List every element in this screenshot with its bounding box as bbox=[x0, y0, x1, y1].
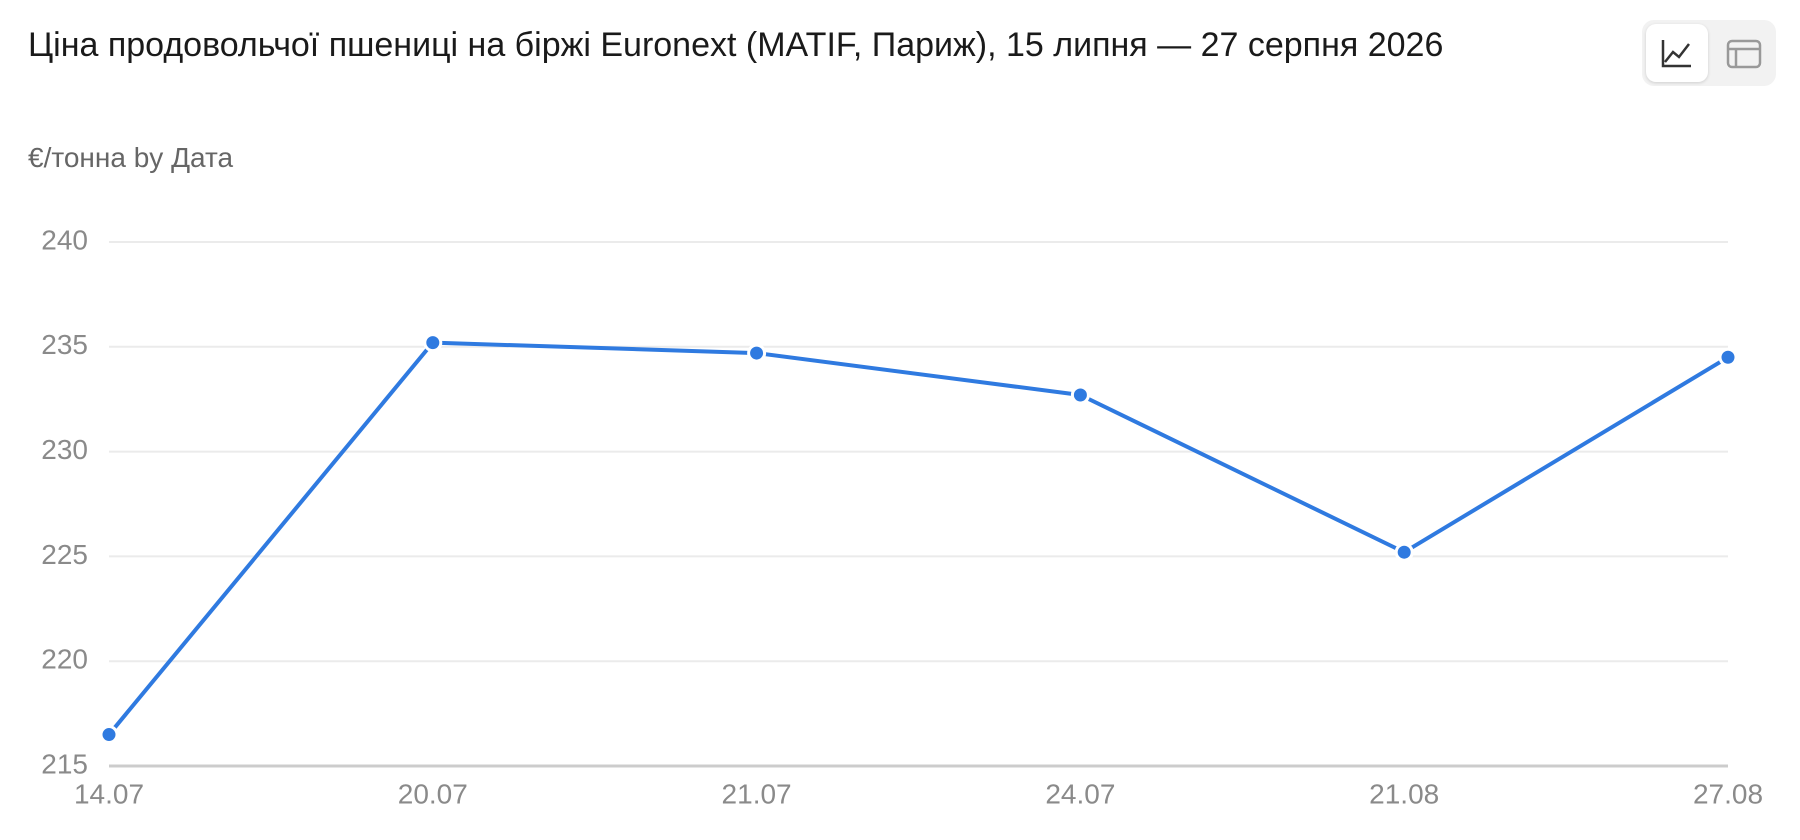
y-tick-label: 230 bbox=[41, 434, 88, 465]
table-view-button[interactable] bbox=[1712, 24, 1774, 82]
data-point bbox=[747, 343, 767, 363]
view-switcher bbox=[1642, 20, 1776, 86]
y-tick-label: 220 bbox=[41, 644, 88, 675]
y-tick-label: 235 bbox=[41, 329, 88, 360]
x-tick-label: 24.07 bbox=[1045, 778, 1115, 809]
data-point bbox=[1394, 542, 1414, 562]
line-series bbox=[107, 340, 1730, 736]
y-tick-label: 240 bbox=[41, 224, 88, 255]
data-point bbox=[1070, 385, 1090, 405]
x-tick-label: 27.08 bbox=[1693, 778, 1763, 809]
x-tick-label: 14.07 bbox=[74, 778, 144, 809]
data-point bbox=[99, 725, 119, 745]
y-tick-label: 215 bbox=[41, 748, 88, 779]
chart-title: Ціна продовольчої пшениці на біржі Euron… bbox=[28, 26, 1444, 64]
data-point bbox=[1718, 347, 1738, 367]
chart-subtitle: €/тонна by Дата bbox=[28, 142, 234, 173]
y-tick-label: 225 bbox=[41, 539, 88, 570]
line-icon bbox=[1661, 40, 1691, 68]
line-view-button[interactable] bbox=[1646, 24, 1708, 82]
x-tick-label: 21.08 bbox=[1369, 778, 1439, 809]
data-point bbox=[423, 333, 443, 353]
x-tick-label: 21.07 bbox=[722, 778, 792, 809]
x-tick-label: 20.07 bbox=[398, 778, 468, 809]
